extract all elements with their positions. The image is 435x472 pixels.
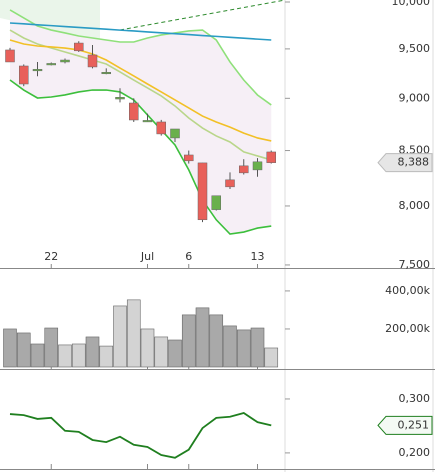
y-tick-label: 0,300 [399, 392, 431, 405]
candle-body [156, 121, 166, 135]
price-badge [377, 415, 433, 435]
volume-bar [44, 327, 59, 368]
band-fill [10, 9, 272, 235]
trend-line [119, 0, 286, 31]
current-label: 8,388 [398, 156, 430, 169]
candle-body [239, 165, 249, 174]
volume-bar [16, 332, 31, 368]
candle-body [184, 154, 194, 162]
volume-bar [3, 328, 17, 368]
volume-bar [58, 344, 72, 368]
candle-body [225, 179, 235, 188]
indicator-line [9, 39, 272, 142]
indicator-line [9, 22, 272, 41]
y-tick-label: 7,500 [399, 258, 431, 271]
volume-bar [140, 328, 155, 368]
x-tick-label: 22 [44, 250, 58, 263]
candle-body [129, 102, 139, 121]
x-tick-label: Jul [140, 250, 154, 263]
candle-body [74, 42, 84, 52]
volume-bar [264, 347, 279, 368]
volume-bar [223, 325, 237, 368]
price-badge [377, 153, 433, 173]
y-tick-label: 10,000 [392, 0, 431, 8]
volume-bar [126, 299, 141, 368]
candle-body [46, 63, 56, 66]
volume-bar [250, 327, 265, 368]
indicator-line [9, 79, 272, 235]
candle-body [115, 97, 125, 100]
volume-bar [168, 339, 182, 368]
y-tick-label: 9,500 [399, 42, 431, 55]
candle-body [142, 120, 153, 123]
shade [0, 0, 100, 40]
volume-bar [113, 305, 127, 368]
y-tick-label: 9,000 [399, 91, 431, 104]
candle-body [87, 54, 98, 68]
candle-body [170, 128, 180, 139]
current-label: 0,251 [398, 418, 430, 431]
volume-bar [181, 314, 196, 368]
volume-bar [71, 343, 86, 368]
x-tick-label: 13 [251, 250, 265, 263]
indicator-line [9, 412, 272, 459]
x-tick-label: 6 [185, 250, 192, 263]
candle-body [60, 59, 70, 63]
volume-bar [195, 307, 210, 368]
candle-body [101, 72, 111, 75]
volume-bar [30, 343, 45, 368]
volume-bar [85, 336, 100, 368]
indicator-line [9, 9, 272, 106]
volume-bar [236, 329, 251, 368]
candle-body [19, 65, 29, 85]
candle-body [211, 195, 221, 210]
y-tick-label: 8,000 [399, 199, 431, 212]
indicator-line [9, 29, 272, 161]
candle-body [32, 69, 43, 72]
y-tick-label: 200,00k [385, 322, 430, 335]
candle-body [5, 49, 15, 63]
volume-bar [209, 314, 224, 368]
y-tick-label: 400,00k [385, 284, 430, 297]
y-tick-label: 0,200 [399, 446, 431, 459]
candle-body [252, 161, 263, 171]
candle-body [197, 162, 208, 221]
volume-bar [99, 345, 114, 368]
candle-body [266, 151, 276, 163]
volume-bar [154, 336, 169, 368]
